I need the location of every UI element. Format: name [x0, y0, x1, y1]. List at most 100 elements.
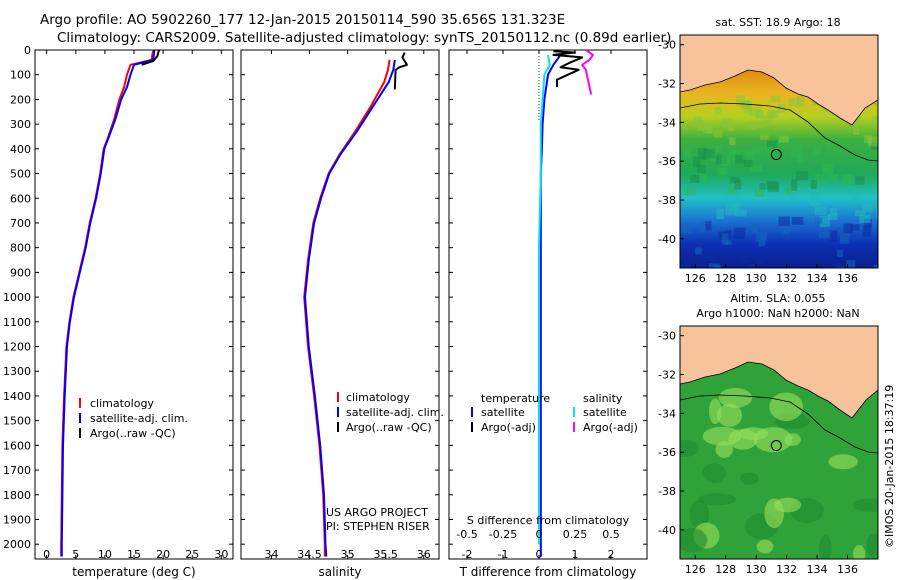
x-tick-label: 0 — [536, 548, 543, 561]
map-y-tick-label: -38 — [658, 194, 676, 207]
x-tick-label: 10 — [98, 548, 112, 561]
sst-texture-cell — [876, 208, 878, 220]
sst-texture-cell — [742, 149, 755, 160]
sst-texture-cell — [730, 201, 740, 211]
map-y-tick-label: -32 — [658, 369, 676, 382]
sst-map-ticks: 126 128 130 132 134 136 -30 -32 -34 -36 -38 -40 — [658, 39, 858, 285]
y-tick-label: 400 — [10, 143, 31, 156]
map-x-tick-label: 126 — [685, 272, 706, 285]
sst-texture-cell — [728, 123, 735, 131]
salinity-depth-ticks — [241, 49, 439, 545]
sst-texture-cell — [837, 250, 844, 257]
sst-texture-cell — [873, 265, 878, 268]
y-tick-label: 2000 — [3, 538, 31, 551]
sla-map-title: Altim. SLA: 0.055 — [730, 292, 825, 305]
sst-texture-cell — [814, 174, 826, 183]
sst-texture-cell — [810, 180, 817, 189]
sst-texture-cell — [729, 137, 736, 146]
sla-map-frame — [679, 325, 879, 560]
y-tick-label: 1100 — [3, 316, 31, 329]
difference-series — [538, 49, 594, 557]
y-tick-label: 1600 — [3, 439, 31, 452]
y-tick-label: 1400 — [3, 390, 31, 403]
sst-texture-cell — [713, 129, 723, 138]
sst-texture-cell — [680, 264, 689, 268]
sst-texture-cell — [715, 107, 722, 114]
salinity-panel: 34 34.5 35 35.5 36 salinity climatology sate… — [240, 49, 444, 579]
sla-texture-blob — [828, 454, 858, 470]
sst-texture-cell — [754, 120, 764, 129]
sst-texture-cell — [744, 156, 753, 167]
sst-texture-cell — [703, 250, 713, 262]
x-tick-label: -2 — [462, 548, 473, 561]
legend-label-climatology: climatology — [346, 391, 410, 404]
australia-coast-land — [680, 35, 878, 126]
sla-texture-blob — [715, 441, 733, 458]
sst-texture-cell — [729, 148, 742, 155]
sst-texture-cell — [724, 192, 735, 200]
y-tick-label: 800 — [10, 242, 31, 255]
sst-texture-cell — [684, 187, 696, 195]
map-y-tick-label: -40 — [658, 233, 676, 246]
x-tick-label: 35.5 — [373, 548, 398, 561]
sst-texture-cell — [790, 193, 797, 202]
difference-legend: temperature satellite Argo(-adj) salinit… — [471, 392, 638, 434]
y-tick-label: 600 — [10, 192, 31, 205]
x-tick-label: 5 — [72, 548, 79, 561]
sst-texture-cell — [810, 194, 821, 206]
series-line-satellite — [539, 54, 562, 557]
sst-texture-cell — [862, 225, 872, 237]
salinity-difference-tick-labels: -0.5 -0.25 0 0.25 0.5 — [456, 528, 619, 541]
y-tick-label: 300 — [10, 118, 31, 131]
temperature-legend: climatology satellite-adj. clim. Argo(..… — [79, 397, 188, 440]
sla-map-panel: Altim. SLA: 0.055 Argo h1000: NaN h2000:… — [658, 292, 879, 576]
sst-texture-cell — [734, 179, 742, 190]
sst-texture-cell — [835, 266, 845, 268]
sst-texture-cell — [846, 260, 856, 268]
sst-texture-cell — [698, 221, 706, 233]
sst-texture-cell — [796, 151, 804, 162]
sst-texture-cell — [703, 126, 712, 134]
sst-texture-cell — [728, 185, 736, 195]
sst-texture-cell — [841, 174, 854, 185]
map-y-tick-label: -36 — [658, 155, 676, 168]
sst-texture-cell — [755, 258, 765, 266]
sst-texture-cell — [733, 227, 746, 240]
sst-texture-cell — [762, 114, 773, 125]
map-x-tick-label: 134 — [807, 272, 828, 285]
map-y-tick-label: -32 — [658, 78, 676, 91]
salinity-diff-tick-label: 0 — [536, 528, 543, 541]
sst-texture-cell — [754, 188, 764, 197]
x-tick-label: 2 — [608, 548, 615, 561]
sst-texture-cell — [867, 136, 878, 147]
sst-texture-cell — [745, 121, 757, 130]
sst-texture-cell — [735, 209, 747, 217]
argo-float-marker — [770, 440, 782, 452]
salinity-diff-tick-label: -0.25 — [489, 528, 517, 541]
x-tick-label: 20 — [156, 548, 170, 561]
sst-texture-cell — [740, 252, 749, 264]
map-y-tick-label: -38 — [658, 485, 676, 498]
sst-texture-cell — [694, 263, 705, 268]
sla-texture-blob — [697, 493, 737, 506]
map-x-tick-label: 132 — [776, 272, 797, 285]
sst-texture-cell — [832, 262, 841, 268]
sla-texture-blob — [818, 535, 832, 559]
difference-panel: -2 -1 0 1 2 S difference from climatology -0… — [448, 49, 648, 579]
sst-texture-cell — [876, 241, 878, 254]
legend-label-temp-satellite: satellite — [481, 406, 525, 419]
temperature-series — [60, 49, 160, 557]
sst-texture-cell — [855, 176, 865, 185]
y-tick-label: 1500 — [3, 415, 31, 428]
sst-texture-cell — [760, 133, 769, 140]
shelf-contour — [680, 394, 878, 454]
sst-texture-cell — [814, 206, 827, 215]
salinity-diff-tick-label: 0.5 — [602, 528, 620, 541]
sst-texture-cell — [828, 230, 838, 242]
difference-x-ticks: -2 -1 0 1 2 — [462, 50, 615, 561]
sst-texture-cell — [693, 116, 703, 127]
sst-texture-cell — [814, 217, 823, 225]
legend-label-temp-argo: Argo(-adj) — [481, 421, 536, 434]
difference-xlabel-temperature: T difference from climatology — [459, 565, 637, 579]
